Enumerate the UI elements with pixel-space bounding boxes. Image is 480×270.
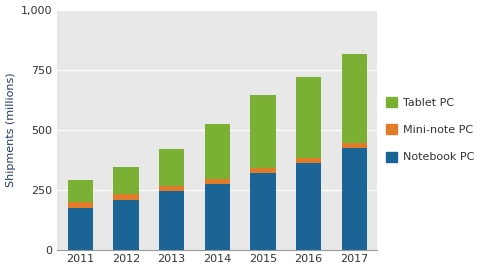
Bar	[342, 143, 367, 148]
Bar	[159, 191, 184, 249]
Bar	[205, 179, 230, 184]
Bar	[342, 148, 367, 249]
Bar	[113, 167, 139, 194]
Bar	[296, 158, 321, 163]
Bar	[113, 200, 139, 249]
Bar	[296, 77, 321, 158]
Bar	[296, 163, 321, 249]
Y-axis label: Shipments (millions): Shipments (millions)	[6, 72, 15, 187]
Bar	[251, 95, 276, 168]
Bar	[251, 173, 276, 249]
Bar	[205, 124, 230, 179]
Bar	[68, 208, 93, 249]
Bar	[251, 168, 276, 173]
Bar	[159, 186, 184, 191]
Legend: Tablet PC, Mini-note PC, Notebook PC: Tablet PC, Mini-note PC, Notebook PC	[386, 97, 474, 162]
Bar	[205, 184, 230, 249]
Bar	[68, 202, 93, 208]
Bar	[113, 194, 139, 200]
Bar	[342, 54, 367, 143]
Bar	[68, 180, 93, 202]
Bar	[159, 149, 184, 186]
